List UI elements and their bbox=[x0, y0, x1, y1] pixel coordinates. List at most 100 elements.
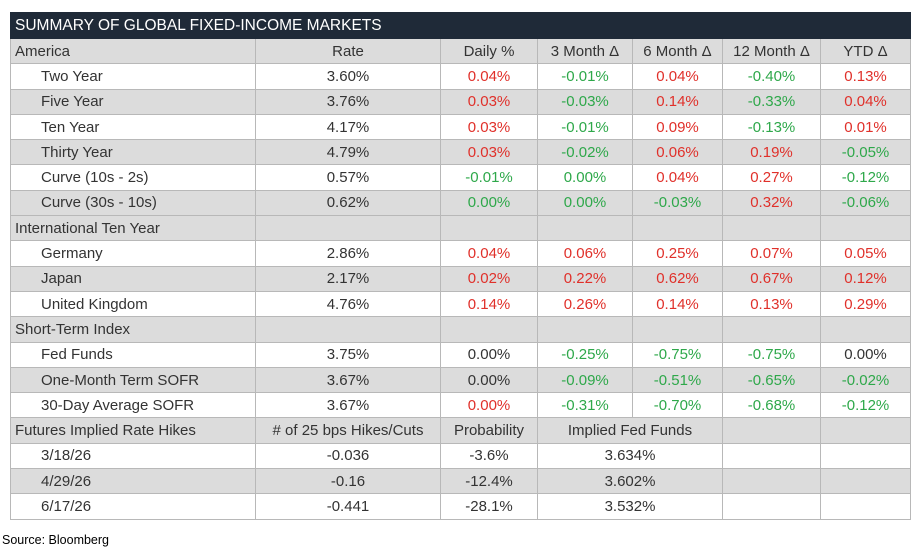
value-cell: -0.02% bbox=[537, 139, 633, 166]
empty-cell bbox=[255, 215, 441, 242]
empty-cell bbox=[722, 316, 821, 343]
empty-cell bbox=[722, 442, 821, 470]
row-label: Curve (10s - 2s) bbox=[10, 164, 256, 191]
data-row: Germany 2.86% 0.04% 0.06% 0.25% 0.07% 0.05% bbox=[10, 240, 912, 267]
empty-cell bbox=[819, 417, 912, 444]
value-cell: 0.62% bbox=[255, 189, 441, 217]
value-cell: 3.532% bbox=[537, 493, 723, 520]
value-cell: 2.86% bbox=[255, 240, 441, 267]
value-cell: 0.04% bbox=[632, 63, 723, 90]
value-cell: -0.01% bbox=[537, 113, 633, 141]
value-cell: -0.33% bbox=[722, 88, 821, 115]
table-title: SUMMARY OF GLOBAL FIXED-INCOME MARKETS bbox=[9, 12, 912, 39]
value-cell: 0.02% bbox=[440, 265, 538, 292]
data-row: 3/18/26 -0.036 -3.6% 3.634% bbox=[10, 442, 912, 470]
section-header: Futures Implied Rate Hikes # of 25 bps Hi… bbox=[10, 417, 912, 444]
value-cell: 0.06% bbox=[632, 139, 723, 166]
title-row: SUMMARY OF GLOBAL FIXED-INCOME MARKETS bbox=[9, 12, 912, 39]
value-cell: -0.65% bbox=[722, 366, 821, 394]
empty-cell bbox=[819, 493, 912, 520]
header-cell: Short-Term Index bbox=[10, 316, 256, 343]
empty-cell bbox=[722, 468, 821, 495]
value-cell: 0.04% bbox=[819, 88, 912, 115]
data-row: One-Month Term SOFR 3.67% 0.00% -0.09% -0.51… bbox=[10, 366, 912, 394]
value-cell: 4.76% bbox=[255, 290, 441, 318]
value-cell: 0.00% bbox=[440, 341, 538, 368]
data-row: Five Year 3.76% 0.03% -0.03% 0.14% -0.33% 0.04… bbox=[10, 88, 912, 115]
value-cell: -0.25% bbox=[537, 341, 633, 368]
value-cell: 0.29% bbox=[819, 290, 912, 318]
value-cell: 0.09% bbox=[632, 113, 723, 141]
value-cell: -0.06% bbox=[819, 189, 912, 217]
value-cell: 0.12% bbox=[819, 265, 912, 292]
empty-cell bbox=[819, 215, 912, 242]
row-label: Two Year bbox=[10, 63, 256, 90]
value-cell: 0.32% bbox=[722, 189, 821, 217]
value-cell: -0.01% bbox=[440, 164, 538, 191]
value-cell: 0.62% bbox=[632, 265, 723, 292]
value-cell: 0.00% bbox=[537, 189, 633, 217]
value-cell: -0.441 bbox=[255, 493, 441, 520]
row-label: 6/17/26 bbox=[10, 493, 256, 520]
empty-cell bbox=[722, 493, 821, 520]
value-cell: 0.00% bbox=[440, 366, 538, 394]
value-cell: 0.00% bbox=[440, 392, 538, 419]
empty-cell bbox=[255, 316, 441, 343]
value-cell: -0.12% bbox=[819, 392, 912, 419]
value-cell: 0.27% bbox=[722, 164, 821, 191]
value-cell: 3.67% bbox=[255, 366, 441, 394]
data-row: Curve (30s - 10s) 0.62% 0.00% 0.00% -0.03% 0.… bbox=[10, 189, 912, 217]
data-row: Two Year 3.60% 0.04% -0.01% 0.04% -0.40% 0.13% bbox=[10, 63, 912, 90]
row-label: Ten Year bbox=[10, 113, 256, 141]
value-cell: -0.75% bbox=[632, 341, 723, 368]
table-body: SUMMARY OF GLOBAL FIXED-INCOME MARKETS A… bbox=[9, 12, 912, 520]
value-cell: -0.01% bbox=[537, 63, 633, 90]
value-cell: -0.036 bbox=[255, 442, 441, 470]
value-cell: -12.4% bbox=[440, 468, 538, 495]
header-cell: # of 25 bps Hikes/Cuts bbox=[255, 417, 441, 444]
value-cell: 3.76% bbox=[255, 88, 441, 115]
value-cell: -0.16 bbox=[255, 468, 441, 495]
header-cell: Implied Fed Funds bbox=[537, 417, 723, 444]
value-cell: -0.40% bbox=[722, 63, 821, 90]
row-label: Fed Funds bbox=[10, 341, 256, 368]
empty-cell bbox=[537, 316, 633, 343]
value-cell: 0.14% bbox=[632, 88, 723, 115]
empty-cell bbox=[632, 215, 723, 242]
header-cell: 6 Month Δ bbox=[632, 37, 723, 65]
header-cell: Probability bbox=[440, 417, 538, 444]
header-cell: YTD Δ bbox=[819, 37, 912, 65]
header-cell: Futures Implied Rate Hikes bbox=[10, 417, 256, 444]
value-cell: 0.04% bbox=[440, 63, 538, 90]
value-cell: 0.13% bbox=[722, 290, 821, 318]
value-cell: 0.22% bbox=[537, 265, 633, 292]
row-label: 30-Day Average SOFR bbox=[10, 392, 256, 419]
data-row: Thirty Year 4.79% 0.03% -0.02% 0.06% 0.19% -0.… bbox=[10, 139, 912, 166]
value-cell: -0.51% bbox=[632, 366, 723, 394]
row-label: Thirty Year bbox=[10, 139, 256, 166]
empty-cell bbox=[819, 316, 912, 343]
row-label: One-Month Term SOFR bbox=[10, 366, 256, 394]
value-cell: 3.67% bbox=[255, 392, 441, 419]
value-cell: 0.04% bbox=[632, 164, 723, 191]
value-cell: -28.1% bbox=[440, 493, 538, 520]
value-cell: -0.31% bbox=[537, 392, 633, 419]
data-row: Japan 2.17% 0.02% 0.22% 0.62% 0.67% 0.12% bbox=[10, 265, 912, 292]
data-row: United Kingdom 4.76% 0.14% 0.26% 0.14% 0.13% 0… bbox=[10, 290, 912, 318]
empty-cell bbox=[440, 215, 538, 242]
value-cell: 4.17% bbox=[255, 113, 441, 141]
empty-cell bbox=[537, 215, 633, 242]
value-cell: 0.13% bbox=[819, 63, 912, 90]
value-cell: 0.67% bbox=[722, 265, 821, 292]
empty-cell bbox=[440, 316, 538, 343]
value-cell: -0.12% bbox=[819, 164, 912, 191]
markets-table: SUMMARY OF GLOBAL FIXED-INCOME MARKETS A… bbox=[9, 12, 912, 520]
value-cell: 0.00% bbox=[440, 189, 538, 217]
value-cell: 0.14% bbox=[440, 290, 538, 318]
value-cell: 0.14% bbox=[632, 290, 723, 318]
empty-cell bbox=[722, 215, 821, 242]
header-cell: Daily % bbox=[440, 37, 538, 65]
value-cell: 2.17% bbox=[255, 265, 441, 292]
value-cell: -3.6% bbox=[440, 442, 538, 470]
